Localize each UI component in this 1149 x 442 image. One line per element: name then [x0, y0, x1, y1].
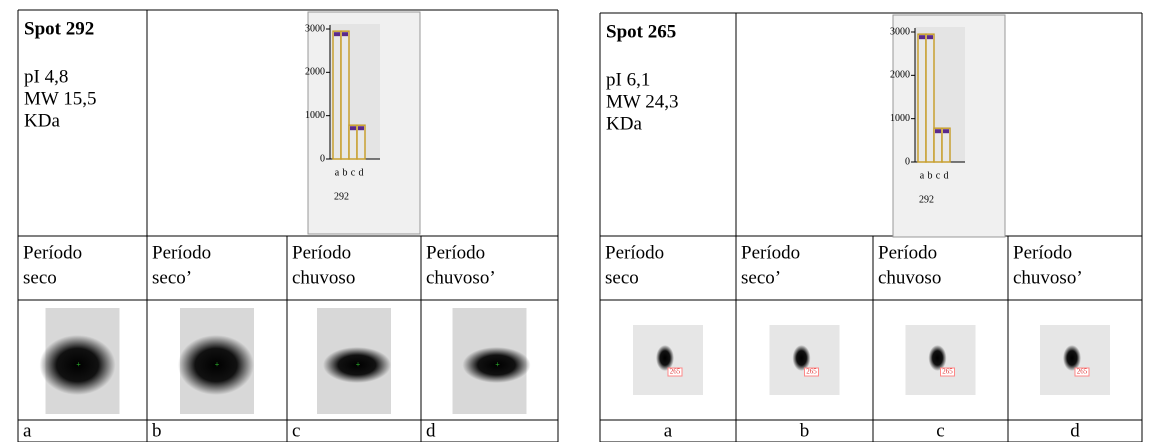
gel-label-box — [940, 367, 955, 377]
x-tick-label: d — [359, 167, 364, 178]
column-letter: a — [664, 420, 673, 441]
period-label: Período — [1013, 242, 1072, 263]
gel-marker: + — [495, 360, 500, 369]
gel-label: 265 — [942, 368, 953, 376]
gel-spot — [39, 335, 116, 395]
bar — [332, 30, 342, 160]
period-label: chuvoso’ — [426, 267, 496, 288]
x-tick-label: b — [343, 167, 348, 178]
period-label: chuvoso — [292, 267, 355, 288]
column-letter: b — [800, 420, 810, 441]
bar-cap — [358, 126, 364, 131]
y-tick-label: 2000 — [890, 70, 910, 81]
gel-spot — [462, 347, 531, 383]
bar — [941, 127, 951, 163]
bar — [356, 124, 366, 160]
bar — [917, 33, 927, 163]
column-letter: a — [23, 420, 32, 441]
bar-cap — [935, 129, 941, 134]
bar — [340, 30, 350, 160]
y-tick-label: 0 — [905, 156, 910, 167]
period-label: Período — [741, 242, 800, 263]
gel-label: 265 — [1077, 368, 1088, 376]
column-letter: c — [936, 420, 944, 441]
bar — [933, 127, 943, 163]
chart-caption: 292 — [919, 194, 934, 205]
period-label: chuvoso’ — [1013, 267, 1083, 288]
column-letter: c — [292, 420, 300, 441]
gel-spot — [1063, 345, 1081, 371]
period-label: seco’ — [741, 267, 781, 288]
chart-caption: 292 — [334, 191, 349, 202]
x-tick-label: c — [351, 167, 356, 178]
gel-label-box — [1074, 367, 1090, 377]
column-letter: b — [152, 420, 162, 441]
gel-marker: + — [356, 360, 361, 369]
gel-label-box — [667, 367, 683, 377]
gel-spot — [178, 335, 254, 395]
spot-pi: pI 6,1 — [606, 69, 650, 90]
x-tick-label: a — [920, 170, 925, 181]
y-tick-label: 3000 — [890, 26, 910, 37]
x-tick-label: a — [335, 167, 340, 178]
gel-marker: + — [215, 360, 220, 369]
period-label: Período — [292, 242, 351, 263]
bar-cap — [919, 35, 925, 40]
gel-label-box — [804, 367, 819, 377]
spot-title: Spot 292 — [24, 18, 94, 39]
gel-label: 265 — [806, 368, 817, 376]
period-label: Período — [152, 242, 211, 263]
period-label: chuvoso — [878, 267, 941, 288]
bar-cap — [350, 126, 356, 131]
period-label: Período — [23, 242, 82, 263]
period-label: Período — [878, 242, 937, 263]
period-label: seco — [605, 267, 639, 288]
y-tick-label: 1000 — [890, 113, 910, 124]
gel-spot — [656, 345, 674, 371]
spot-mw: MW 15,5 — [24, 88, 96, 109]
gel-spot — [928, 345, 947, 371]
bar-cap — [943, 129, 949, 134]
spot-title: Spot 265 — [606, 21, 676, 42]
gel-spot — [792, 345, 811, 371]
column-letter: d — [1070, 420, 1080, 441]
x-tick-label: c — [936, 170, 941, 181]
y-tick-label: 0 — [320, 153, 325, 164]
spot-pi: pI 4,8 — [24, 66, 68, 87]
bar-cap — [927, 35, 933, 40]
period-label: Período — [605, 242, 664, 263]
spot-unit: KDa — [24, 110, 60, 131]
spot-mw: MW 24,3 — [606, 91, 678, 112]
column-letter: d — [426, 420, 436, 441]
gel-label: 265 — [670, 368, 681, 376]
period-label: seco’ — [152, 267, 192, 288]
bar — [925, 33, 935, 163]
period-label: Período — [426, 242, 485, 263]
bar — [348, 124, 358, 160]
bar-cap — [334, 32, 340, 37]
period-label: seco — [23, 267, 57, 288]
gel-spot — [323, 347, 391, 383]
y-tick-label: 3000 — [305, 23, 325, 34]
y-tick-label: 1000 — [305, 110, 325, 121]
spot-unit: KDa — [606, 113, 642, 134]
gel-marker: + — [76, 360, 81, 369]
y-tick-label: 2000 — [305, 67, 325, 78]
bar-cap — [342, 32, 348, 37]
x-tick-label: d — [944, 170, 949, 181]
x-tick-label: b — [928, 170, 933, 181]
